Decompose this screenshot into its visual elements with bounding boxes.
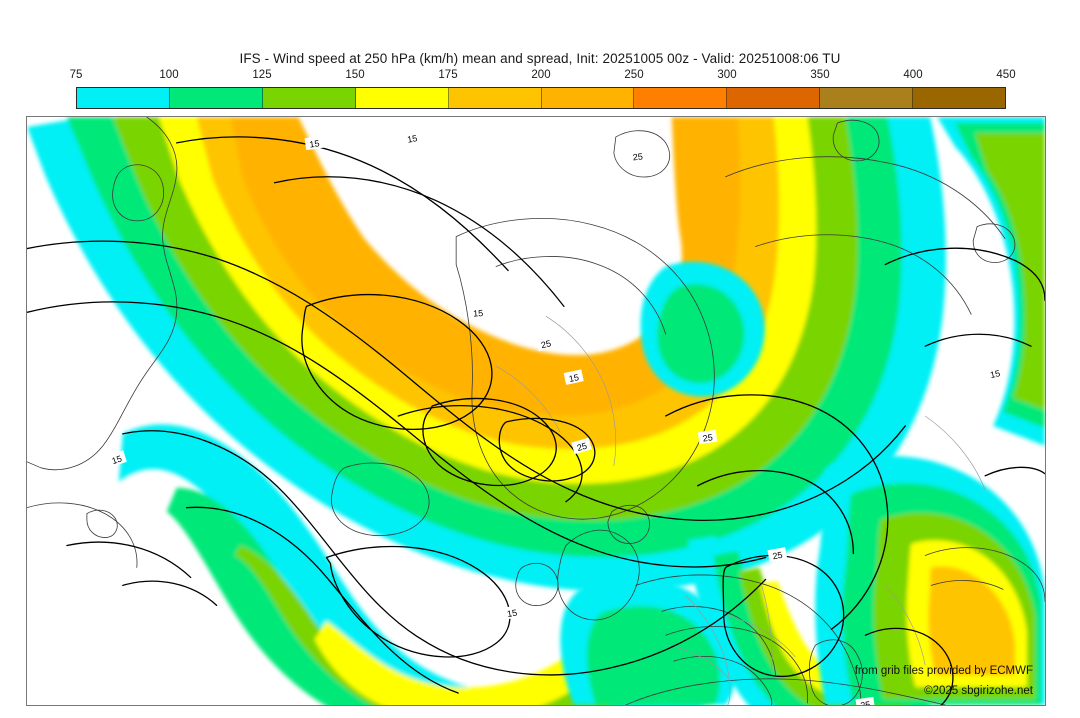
contour-label: 25 [540,338,552,350]
colorbar-segment [448,88,542,108]
colorbar-tick-label: 200 [531,69,551,81]
colorbar-tick-label: 150 [345,69,365,81]
colorbar-segment [169,88,263,108]
contour-label: 15 [473,308,484,319]
wind-band-150-175 [759,581,904,701]
contour-labels: 15 15 15 25 [106,130,1005,705]
colorbar-tick-label: 350 [810,69,830,81]
colorbar: 75 100 125 150 175 200 250 300 350 400 450 [70,69,1016,109]
contour-label: 15 [506,608,518,620]
contour-label: 15 [568,372,580,384]
contour-label: 15 [406,133,418,145]
colorbar-tick-labels: 75 100 125 150 175 200 250 300 350 400 450 [70,69,1016,85]
colorbar-tick-label: 100 [159,69,179,81]
contour-label: 25 [772,550,784,562]
colorbar-tick-label: 75 [69,69,83,81]
colorbar-tick-label: 250 [624,69,644,81]
map-coastlines [27,117,1045,705]
band-group-northeast [937,117,1045,446]
contour-label: 25 [860,699,871,705]
contour-label: 25 [702,432,713,443]
contour-label: 15 [989,368,1001,380]
contour-label: 15 [111,454,124,467]
colorbar-segment [727,88,821,108]
wind-band-200-250 [230,117,741,416]
colorbar-segment [262,88,356,108]
wind-band-100-125 [713,551,930,705]
colorbar-segments [76,87,1006,109]
colorbar-segment [634,88,728,108]
band-group-iberia [687,535,930,705]
attribution-source: from grib files provided by ECMWF [854,665,1033,677]
wind-band-125-150 [975,132,1045,411]
contour-label: 15 [309,138,320,149]
colorbar-tick-label: 125 [252,69,272,81]
band-group-minor-patches [560,261,765,705]
colorbar-tick-label: 450 [996,69,1016,81]
wind-band-150-175 [314,621,618,705]
spread-contours [27,136,1045,705]
contour-label: 25 [576,441,588,453]
contour-label: 25 [632,151,643,162]
wind-band-125-150 [739,567,920,705]
colorbar-segment [913,88,1006,108]
attribution-copyright: ©2025 sbgirizohe.net [924,685,1033,697]
colorbar-tick-label: 400 [903,69,923,81]
colorbar-segment [355,88,449,108]
colorbar-segment [820,88,914,108]
wind-band-100-125 [166,487,698,705]
map-panel: 15 15 15 25 [26,116,1046,706]
band-group-main-jet [27,117,946,592]
wind-band-100-125 [657,284,745,383]
wind-speed-map: 15 15 15 25 [27,117,1045,705]
colorbar-tick-label: 300 [717,69,737,81]
colorbar-segment [541,88,635,108]
wind-band-175-200 [928,566,1016,676]
chart-title: IFS - Wind speed at 250 hPa (km/h) mean … [239,51,841,66]
colorbar-segment [77,88,170,108]
band-group-aegean [815,455,1045,705]
colorbar-tick-label: 175 [438,69,458,81]
